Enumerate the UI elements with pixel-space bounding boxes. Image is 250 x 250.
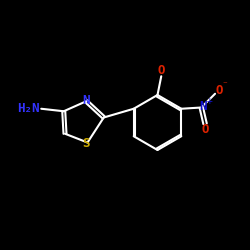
- Text: +: +: [206, 96, 212, 106]
- Text: S: S: [82, 137, 90, 150]
- Text: N: N: [82, 94, 90, 106]
- Text: O: O: [158, 64, 165, 77]
- Text: H₂N: H₂N: [17, 102, 40, 115]
- Text: O: O: [201, 123, 209, 136]
- Text: ⁻: ⁻: [221, 80, 228, 90]
- Text: O: O: [215, 84, 222, 96]
- Text: N: N: [199, 100, 207, 113]
